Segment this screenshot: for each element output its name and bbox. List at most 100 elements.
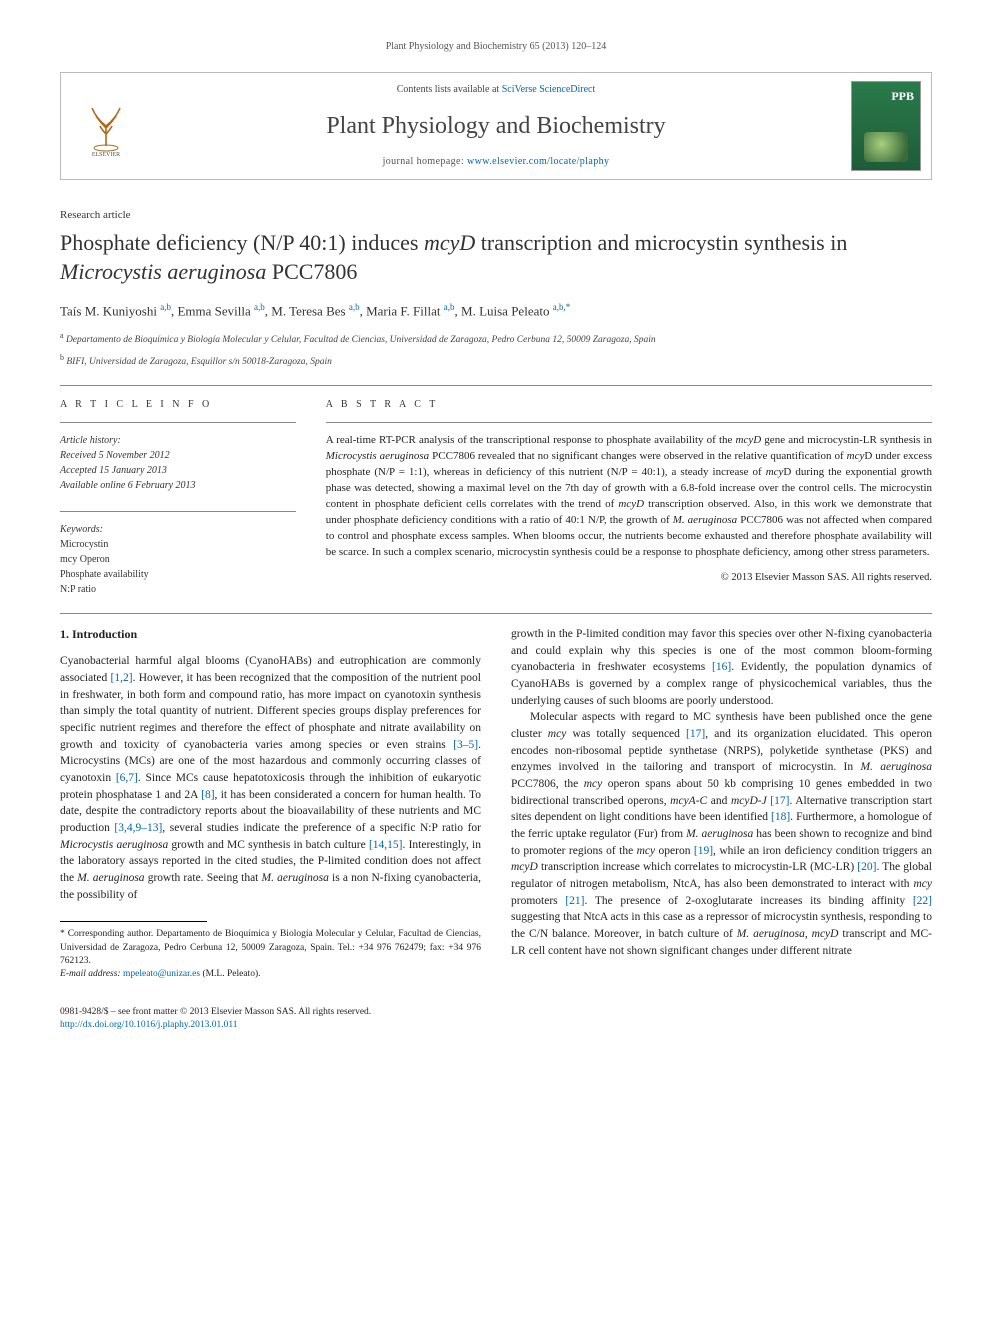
italic-term: mcyD — [812, 928, 839, 940]
italic-term: mcy — [548, 728, 567, 740]
author-affiliation-sup: a,b — [160, 302, 171, 312]
italic-term: mcyD-J — [731, 795, 767, 807]
affiliation-sup: a — [60, 331, 64, 340]
article-title: Phosphate deficiency (N/P 40:1) induces … — [60, 229, 932, 286]
contents-prefix: Contents lists available at — [397, 84, 502, 95]
journal-cover-badge: PPB — [891, 88, 914, 105]
keywords-label: Keywords: — [60, 522, 296, 537]
email-label: E-mail address: — [60, 969, 123, 979]
history-label: Article history: — [60, 433, 296, 448]
sub-rule — [326, 422, 932, 423]
affiliation-line: a Departamento de Bioquímica y Biología … — [60, 330, 932, 347]
body-paragraph: Cyanobacterial harmful algal blooms (Cya… — [60, 653, 481, 903]
keyword: Microcystin — [60, 537, 296, 552]
author-name: Taís M. Kuniyoshi — [60, 303, 160, 318]
citation-ref[interactable]: [6,7] — [116, 772, 138, 784]
journal-header-center: Contents lists available at SciVerse Sci… — [151, 73, 841, 179]
keywords-block: Keywords: Microcystinmcy OperonPhosphate… — [60, 522, 296, 597]
keyword: mcy Operon — [60, 552, 296, 567]
article-type: Research article — [60, 208, 932, 223]
journal-title: Plant Physiology and Biochemistry — [163, 110, 829, 144]
author-name: M. Luisa Peleato — [461, 303, 553, 318]
italic-term: Microcystis aeruginosa — [60, 839, 168, 851]
italic-term: mcy — [584, 778, 603, 790]
italic-term: M. aeruginosa — [262, 872, 329, 884]
italic-term: Microcystis aeruginosa — [326, 450, 429, 462]
citation-ref[interactable]: [17] — [686, 728, 705, 740]
italic-term: mcy — [637, 845, 656, 857]
citation-ref[interactable]: [22] — [913, 895, 932, 907]
article-history: Article history: Received 5 November 201… — [60, 433, 296, 493]
affiliation-line: b BIFI, Universidad de Zaragoza, Esquill… — [60, 352, 932, 369]
journal-cover-thumbnail: PPB — [851, 81, 921, 171]
citation-ref[interactable]: [16] — [712, 661, 731, 673]
footnotes: * Corresponding author. Departamento de … — [60, 928, 481, 981]
sub-rule — [60, 511, 296, 512]
homepage-prefix: journal homepage: — [383, 156, 467, 167]
title-part: Phosphate deficiency (N/P 40:1) induces — [60, 230, 424, 255]
author-list: Taís M. Kuniyoshi a,b, Emma Sevilla a,b,… — [60, 301, 932, 321]
title-italic: Microcystis aeruginosa — [60, 259, 266, 284]
email-footnote: E-mail address: mpeleato@unizar.es (M.L.… — [60, 968, 481, 981]
citation-ref[interactable]: [14,15] — [369, 839, 403, 851]
sub-rule — [60, 422, 296, 423]
italic-term: M. aeruginosa — [77, 872, 144, 884]
italic-term: M. aeruginosa — [737, 928, 805, 940]
elsevier-tree-icon: ELSEVIER — [76, 96, 136, 156]
article-info-head: A R T I C L E I N F O — [60, 398, 296, 412]
author-affiliation-sup: a,b — [444, 302, 455, 312]
title-italic: mcyD — [424, 230, 475, 255]
citation-ref[interactable]: [3–5] — [453, 739, 478, 751]
title-part: PCC7806 — [266, 259, 357, 284]
doi-link[interactable]: http://dx.doi.org/10.1016/j.plaphy.2013.… — [60, 1020, 238, 1030]
journal-cover-art — [864, 132, 908, 162]
citation-ref[interactable]: [3,4,9–13] — [114, 822, 162, 834]
footer-left: 0981-9428/$ – see front matter © 2013 El… — [60, 1006, 371, 1033]
author-name: M. Teresa Bes — [271, 303, 349, 318]
journal-homepage-link[interactable]: www.elsevier.com/locate/plaphy — [467, 156, 609, 167]
body-column-right: growth in the P-limited condition may fa… — [511, 626, 932, 982]
footer-bar: 0981-9428/$ – see front matter © 2013 El… — [60, 1000, 932, 1033]
citation-ref[interactable]: [8] — [201, 789, 214, 801]
history-line: Received 5 November 2012 — [60, 448, 296, 463]
corresponding-author-footnote: * Corresponding author. Departamento de … — [60, 928, 481, 968]
email-who: (M.L. Peleato). — [200, 969, 260, 979]
abstract-column: A B S T R A C T A real-time RT-PCR analy… — [326, 398, 932, 597]
svg-text:ELSEVIER: ELSEVIER — [92, 152, 120, 156]
italic-term: mcyD — [618, 498, 644, 510]
italic-term: M. aeruginosa — [673, 514, 737, 526]
publisher-logo-container: ELSEVIER — [61, 73, 151, 179]
article-info-column: A R T I C L E I N F O Article history: R… — [60, 398, 296, 597]
introduction-heading: 1. Introduction — [60, 626, 481, 643]
italic-term: mcy — [847, 450, 865, 462]
italic-term: mcy — [913, 878, 932, 890]
journal-homepage-line: journal homepage: www.elsevier.com/locat… — [163, 155, 829, 169]
keyword: N:P ratio — [60, 582, 296, 597]
italic-term: mcy — [766, 466, 784, 478]
italic-term: mcyD — [736, 434, 762, 446]
abstract-text: A real-time RT-PCR analysis of the trans… — [326, 433, 932, 561]
contents-available-line: Contents lists available at SciVerse Sci… — [163, 83, 829, 97]
author-affiliation-sup: a,b — [349, 302, 360, 312]
citation-ref[interactable]: [17] — [770, 795, 789, 807]
citation-ref[interactable]: [18] — [771, 811, 790, 823]
italic-term: mcyD — [511, 861, 538, 873]
citation-ref[interactable]: [20] — [857, 861, 876, 873]
front-matter-line: 0981-9428/$ – see front matter © 2013 El… — [60, 1006, 371, 1019]
citation-ref[interactable]: [19] — [694, 845, 713, 857]
abstract-head: A B S T R A C T — [326, 398, 932, 412]
body-column-left: 1. Introduction Cyanobacterial harmful a… — [60, 626, 481, 982]
citation-ref[interactable]: [21] — [565, 895, 584, 907]
history-line: Accepted 15 January 2013 — [60, 463, 296, 478]
citation-ref[interactable]: [1,2] — [111, 672, 133, 684]
running-head: Plant Physiology and Biochemistry 65 (20… — [60, 40, 932, 54]
body-two-columns: 1. Introduction Cyanobacterial harmful a… — [60, 626, 932, 982]
sciencedirect-link[interactable]: SciVerse ScienceDirect — [502, 84, 596, 95]
history-line: Available online 6 February 2013 — [60, 478, 296, 493]
abstract-copyright: © 2013 Elsevier Masson SAS. All rights r… — [326, 571, 932, 586]
italic-term: M. aeruginosa — [686, 828, 753, 840]
italic-term: mcyA-C — [670, 795, 707, 807]
journal-header: ELSEVIER Contents lists available at Sci… — [60, 72, 932, 180]
section-rule — [60, 613, 932, 614]
corresponding-email-link[interactable]: mpeleato@unizar.es — [123, 969, 200, 979]
